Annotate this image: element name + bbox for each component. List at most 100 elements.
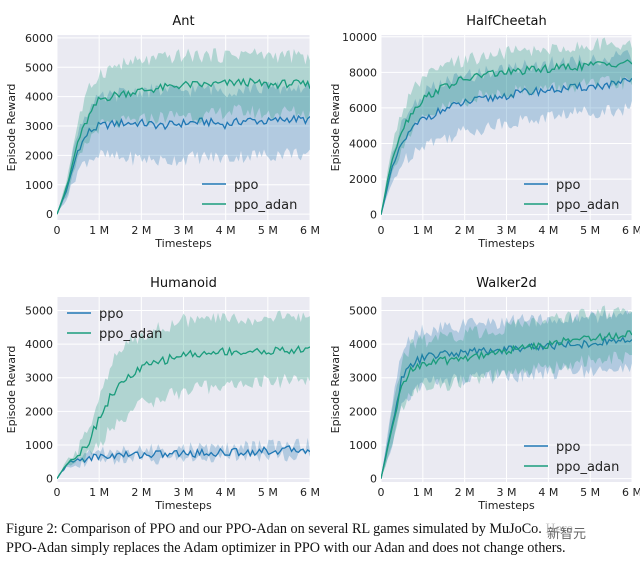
y-tick-label: 1000 [25, 439, 53, 452]
x-tick-label: 3 M [174, 224, 194, 237]
y-tick-label: 10000 [342, 31, 377, 44]
figure-caption: Figure 2: Comparison of PPO and our PPO-… [6, 520, 636, 558]
plot-series-group [381, 37, 632, 215]
legend-label-ppo: ppo [234, 178, 259, 193]
legend: ppo ppo_adan [524, 440, 619, 475]
plot-series-group [381, 305, 632, 479]
x-axis-label: Timesteps [477, 237, 535, 250]
y-tick-label: 0 [46, 473, 53, 486]
x-tick-label: 5 M [258, 224, 278, 237]
y-tick-label: 4000 [25, 338, 53, 351]
x-tick-label: 3 M [497, 224, 517, 237]
y-tick-label: 5000 [349, 304, 377, 317]
x-tick-label: 4 M [216, 224, 236, 237]
legend: ppo ppo_adan [67, 307, 162, 342]
x-tick-label: 6 M [300, 486, 320, 499]
x-tick-label: 2 M [131, 486, 151, 499]
series-line-ppo [381, 335, 632, 479]
legend-label-ppo: ppo [556, 440, 581, 455]
x-tick-label: 3 M [497, 486, 517, 499]
y-tick-label: 1000 [25, 179, 53, 192]
x-axis-label: Timesteps [477, 499, 535, 512]
y-tick-label: 2000 [25, 405, 53, 418]
series-band-ppo_adan [381, 37, 632, 215]
x-tick-label: 5 M [580, 224, 600, 237]
series-band-ppo [381, 49, 632, 215]
x-tick-label: 2 M [131, 224, 151, 237]
chart-walker2d: 0 1 M 2 M 3 M 4 M 5 M 6 M 0 1000 2000 3000 4000 5000… [329, 276, 640, 512]
y-tick-label: 0 [46, 208, 53, 221]
legend-label-ppo_adan: ppo_adan [556, 460, 619, 475]
chart-title: HalfCheetah [466, 14, 547, 29]
y-tick-label: 2000 [349, 173, 377, 186]
x-tick-label: 6 M [622, 224, 640, 237]
chart-ant: 0 1 M 2 M 3 M 4 M 5 M 6 M 0 1000 2000 3000 4000 5000… [5, 14, 320, 250]
chart-halfcheetah: 0 1 M 2 M 3 M 4 M 5 M 6 M 0 2000 4000 6000 8000 1000… [329, 14, 640, 250]
y-tick-label: 4000 [25, 91, 53, 104]
y-tick-label: 6000 [349, 102, 377, 115]
series-line-ppo [57, 114, 310, 215]
series-line-ppo [381, 77, 632, 215]
x-tick-label: 2 M [455, 486, 475, 499]
series-line-ppo_adan [57, 77, 310, 215]
y-tick-label: 0 [370, 209, 377, 222]
y-tick-label: 3000 [25, 372, 53, 385]
x-tick-label: 1 M [413, 224, 433, 237]
y-tick-label: 2000 [25, 149, 53, 162]
legend-label-ppo: ppo [99, 307, 124, 322]
plot-series-group [57, 310, 310, 479]
chart-humanoid: 0 1 M 2 M 3 M 4 M 5 M 6 M 0 1000 2000 3000 4000 5000… [5, 276, 320, 512]
caption-line-1: Figure 2: Comparison of PPO and our PPO-… [6, 521, 573, 537]
x-tick-label: 4 M [216, 486, 236, 499]
x-tick-label: 5 M [580, 486, 600, 499]
x-tick-label: 6 M [622, 486, 640, 499]
x-axis-label: Timesteps [154, 499, 212, 512]
caption-line-2: PPO-Adan simply replaces the Adam optimi… [6, 540, 566, 556]
legend-label-ppo_adan: ppo_adan [556, 198, 619, 213]
y-tick-label: 4000 [349, 138, 377, 151]
x-tick-label: 5 M [258, 486, 278, 499]
y-axis-label: Episode Reward [329, 84, 342, 172]
series-line-ppo_adan [381, 330, 632, 479]
x-tick-label: 1 M [89, 224, 109, 237]
series-line-ppo_adan [57, 344, 310, 479]
x-tick-label: 4 M [538, 224, 558, 237]
watermark-logo: 新智元 [545, 523, 589, 542]
legend-label-ppo: ppo [556, 178, 581, 193]
y-tick-label: 2000 [349, 405, 377, 418]
y-axis-label: Episode Reward [5, 84, 18, 172]
x-tick-label: 2 M [455, 224, 475, 237]
series-line-ppo_adan [381, 59, 632, 215]
y-tick-label: 8000 [349, 66, 377, 79]
series-band-ppo_adan [381, 305, 632, 479]
y-axis-label: Episode Reward [5, 346, 18, 434]
legend: ppo ppo_adan [524, 178, 619, 213]
y-tick-label: 6000 [25, 32, 53, 45]
y-tick-label: 5000 [25, 304, 53, 317]
x-tick-label: 4 M [538, 486, 558, 499]
x-tick-label: 6 M [300, 224, 320, 237]
x-tick-label: 0 [378, 224, 385, 237]
x-tick-label: 0 [54, 486, 61, 499]
chart-title: Humanoid [150, 276, 217, 291]
x-tick-label: 1 M [89, 486, 109, 499]
y-tick-label: 5000 [25, 61, 53, 74]
x-tick-label: 1 M [413, 486, 433, 499]
series-line-ppo [57, 445, 310, 479]
legend-label-ppo_adan: ppo_adan [234, 198, 297, 213]
legend-label-ppo_adan: ppo_adan [99, 327, 162, 342]
figure-grid: 0 1 M 2 M 3 M 4 M 5 M 6 M 0 1000 2000 3000 4000 5000… [5, 14, 640, 512]
x-tick-label: 0 [378, 486, 385, 499]
x-tick-label: 0 [54, 224, 61, 237]
y-tick-label: 4000 [349, 338, 377, 351]
x-axis-label: Timesteps [154, 237, 212, 250]
y-tick-label: 0 [370, 473, 377, 486]
legend: ppo ppo_adan [202, 178, 297, 213]
y-tick-label: 1000 [349, 439, 377, 452]
y-tick-label: 3000 [25, 120, 53, 133]
y-axis-label: Episode Reward [329, 346, 342, 434]
series-band-ppo [57, 80, 310, 215]
plot-series-group [57, 48, 310, 215]
chart-title: Walker2d [476, 276, 537, 291]
series-band-ppo_adan [57, 48, 310, 215]
